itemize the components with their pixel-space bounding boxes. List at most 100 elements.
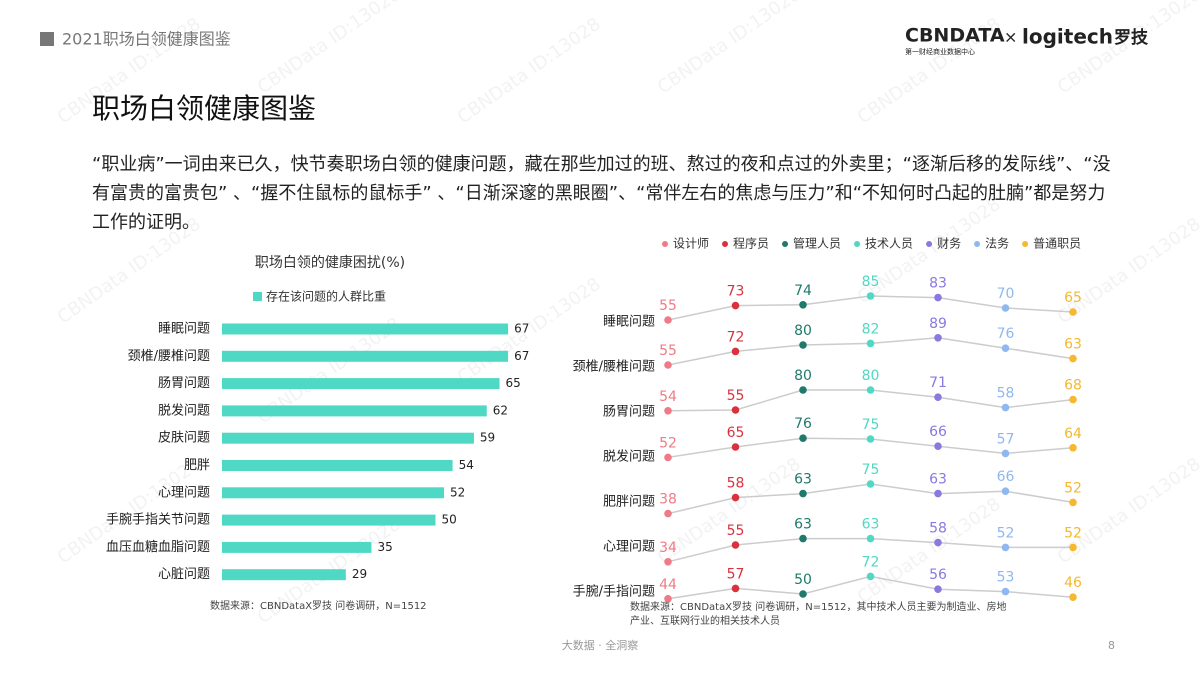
dot	[731, 406, 740, 414]
page-title: 职场白领健康图鉴	[92, 92, 316, 125]
y-tick-label: 手腕手指关节问题	[106, 512, 210, 528]
bar	[222, 460, 453, 471]
value-label: 70	[997, 286, 1015, 302]
bar	[222, 541, 372, 553]
legend-label: 普通职员	[1033, 237, 1081, 251]
value-label: 46	[1064, 575, 1082, 591]
value-label: 89	[929, 316, 947, 332]
watermark: CBNData ID:13028	[1054, 0, 1200, 98]
logo-sub: 第一财经商业数据中心	[905, 47, 975, 56]
value-label: 57	[997, 431, 1015, 447]
dot	[731, 347, 740, 356]
value-label: 50	[442, 513, 457, 527]
dot	[664, 509, 672, 518]
value-label: 58	[997, 386, 1015, 402]
logo-times: ×	[1004, 28, 1017, 47]
bar	[222, 378, 500, 390]
dot	[1001, 487, 1010, 496]
value-label: 80	[794, 323, 812, 339]
dot	[1069, 543, 1077, 552]
dot	[799, 489, 807, 498]
legend-label: 法务	[985, 236, 1009, 251]
dot	[866, 480, 875, 488]
value-label: 75	[862, 462, 880, 478]
value-label: 83	[929, 276, 947, 292]
legend-swatch	[782, 241, 789, 247]
dot	[664, 595, 672, 603]
dot	[1001, 587, 1010, 596]
y-tick-label: 心理问题	[603, 540, 655, 555]
dot	[866, 386, 875, 394]
dot	[799, 434, 807, 443]
dot	[1069, 395, 1077, 404]
value-label: 38	[659, 492, 677, 508]
watermark: CBNData ID:13028	[1054, 454, 1200, 568]
value-label: 44	[659, 577, 677, 593]
y-tick-label: 肠胃问题	[158, 376, 210, 391]
value-label: 76	[794, 416, 812, 432]
value-label: 63	[1064, 337, 1082, 353]
dot	[799, 386, 807, 394]
legend-swatch	[854, 241, 861, 247]
dot	[1069, 593, 1077, 601]
value-label: 50	[794, 572, 812, 588]
bar	[222, 514, 436, 526]
legend-label: 设计师	[673, 237, 709, 251]
dot	[799, 341, 807, 349]
legend-swatch	[722, 241, 729, 247]
value-label: 71	[929, 375, 947, 391]
dot	[1069, 498, 1077, 507]
y-tick-label: 颈椎/腰椎问题	[128, 349, 210, 364]
legend-label: 存在该问题的人群比重	[266, 289, 386, 304]
page-number: 8	[1108, 639, 1115, 652]
y-tick-label: 睡眠问题	[158, 322, 210, 337]
legend-label: 管理人员	[793, 236, 841, 251]
dot	[866, 534, 875, 543]
value-label: 35	[377, 540, 392, 554]
dot	[664, 453, 672, 462]
value-label: 80	[862, 368, 880, 384]
y-tick-label: 脱发问题	[158, 402, 210, 418]
legend-label: 程序员	[733, 236, 769, 251]
dot	[731, 301, 740, 310]
value-label: 52	[1064, 480, 1082, 496]
value-label: 52	[997, 525, 1015, 541]
dot	[731, 584, 740, 593]
legend-swatch	[1022, 241, 1029, 247]
dot	[866, 572, 875, 581]
value-label: 58	[727, 476, 745, 492]
y-tick-label: 肠胃问题	[603, 405, 655, 420]
dot	[1069, 444, 1077, 452]
value-label: 67	[514, 322, 529, 336]
value-label: 80	[794, 368, 812, 384]
dot	[664, 316, 672, 324]
value-label: 74	[794, 283, 812, 299]
value-label: 85	[862, 274, 880, 290]
value-label: 66	[997, 469, 1015, 485]
y-tick-label: 脱发问题	[603, 449, 655, 465]
value-label: 52	[659, 435, 677, 451]
value-label: 55	[727, 388, 745, 404]
logo: CBNDATA	[905, 25, 1005, 47]
dot	[934, 393, 942, 402]
partner-logo: logitech	[1022, 25, 1113, 49]
source: 数据来源：CBNDataX罗技 问卷调研，N=1512	[210, 599, 427, 612]
value-label: 63	[929, 472, 947, 488]
value-label: 34	[659, 540, 677, 556]
bar	[222, 350, 509, 362]
dot	[1001, 449, 1010, 458]
y-tick-label: 肥胖	[184, 458, 210, 473]
dot	[664, 407, 672, 415]
value-label: 56	[929, 567, 947, 583]
value-label: 55	[727, 523, 745, 539]
value-label: 66	[929, 424, 947, 440]
dot	[664, 361, 672, 369]
value-label: 65	[1064, 290, 1082, 306]
dot	[934, 538, 942, 547]
dot	[731, 443, 740, 451]
bar	[222, 432, 474, 444]
intro-text: “职业病”一词由来已久，快节奏职场白领的健康问题，藏在那些加过的班、熬过的夜和点…	[92, 154, 1111, 233]
legend-swatch	[974, 241, 981, 247]
value-label: 52	[1064, 525, 1082, 541]
bar	[222, 323, 509, 335]
